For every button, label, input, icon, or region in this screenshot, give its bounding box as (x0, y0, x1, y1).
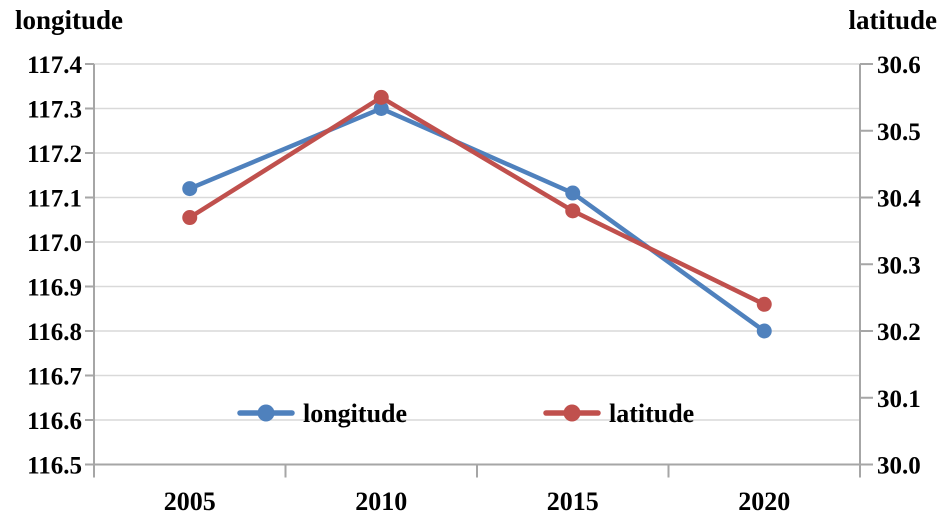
left-tick-label: 117.2 (27, 141, 82, 168)
longitude-data-point (756, 323, 772, 339)
legend-key-marker (257, 404, 275, 422)
longitude-series-line (187, 106, 767, 334)
left-tick-label: 116.8 (27, 319, 82, 346)
longitude-data-point (565, 185, 581, 201)
longitude-data-point (182, 181, 198, 197)
left-axis-title: longitude (15, 5, 124, 35)
left-tick-label: 116.5 (27, 453, 82, 480)
right-tick-label: 30.4 (877, 186, 921, 213)
legend-label: longitude (303, 399, 407, 428)
latitude-data-point (565, 203, 581, 219)
longitude-data-point (373, 101, 389, 116)
right-tick-label: 30.0 (877, 453, 921, 480)
legend-label: latitude (609, 399, 694, 428)
x-tick-label: 2015 (547, 487, 599, 516)
left-tick-label: 117.1 (27, 186, 82, 213)
latitude-series-line (187, 95, 767, 307)
legend-key-marker (563, 404, 581, 422)
left-tick-label: 117.4 (27, 52, 82, 79)
right-tick-label: 30.3 (877, 252, 921, 279)
x-tick-label: 2020 (738, 487, 790, 516)
right-tick-label: 30.5 (877, 119, 921, 146)
right-axis-title: latitude (848, 5, 937, 35)
left-tick-label: 116.7 (27, 364, 82, 391)
x-tick-label: 2010 (355, 487, 407, 516)
left-tick-label: 116.6 (27, 408, 82, 435)
right-tick-label: 30.6 (877, 52, 921, 79)
latitude-data-point (756, 296, 772, 312)
latitude-data-point (182, 210, 198, 226)
right-tick-label: 30.2 (877, 319, 921, 346)
x-tick-label: 2005 (164, 487, 216, 516)
left-tick-label: 116.9 (27, 275, 82, 302)
left-tick-label: 117.0 (27, 230, 82, 257)
right-tick-label: 30.1 (877, 386, 921, 413)
latitude-data-point (373, 89, 389, 105)
left-tick-label: 117.3 (27, 97, 82, 124)
